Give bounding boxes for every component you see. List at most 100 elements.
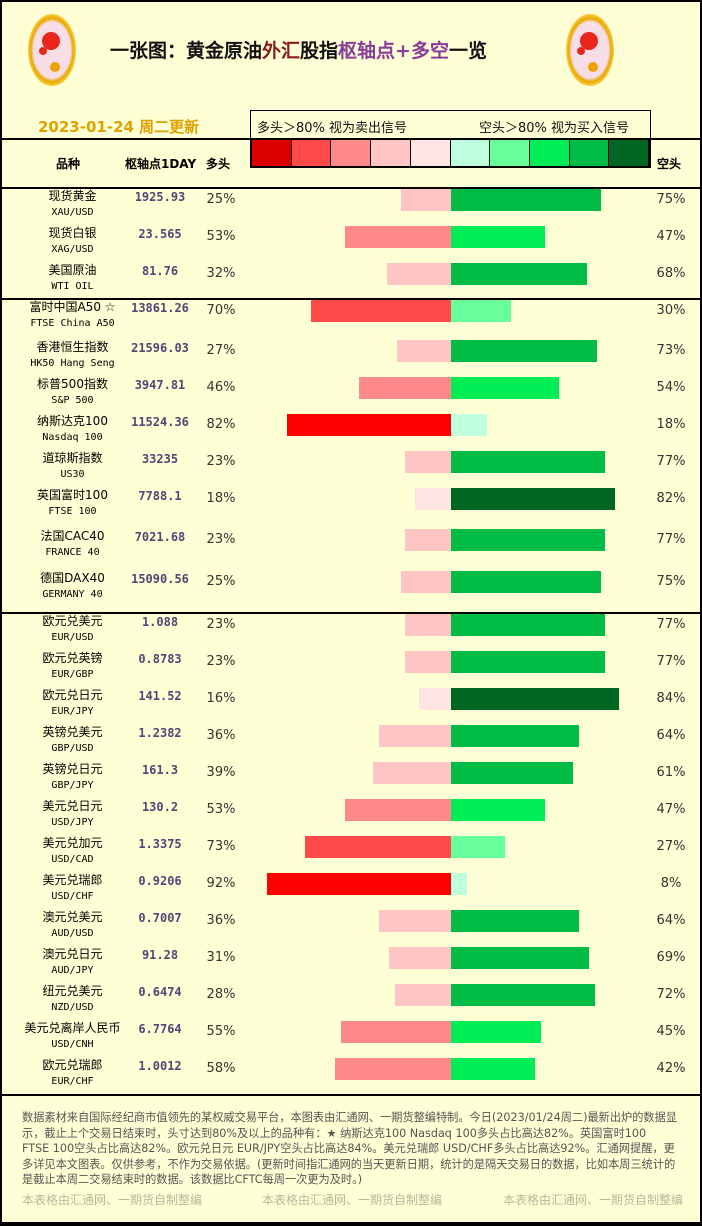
short-bar bbox=[451, 873, 467, 895]
logo-left bbox=[28, 14, 76, 86]
instrument-name: 欧元兑英镑 bbox=[42, 651, 103, 665]
short-percent: 64% bbox=[656, 913, 686, 928]
table-row: 德国DAX40 GERMANY 40 15090.56 25% 75% bbox=[0, 570, 702, 612]
short-bar bbox=[451, 488, 615, 510]
short-bar bbox=[451, 799, 545, 821]
table-row: 标普500指数 S&P 500 3947.81 46% 54% bbox=[0, 376, 702, 413]
header-name: 品种 bbox=[56, 157, 81, 171]
instrument-code: USD/CHF bbox=[51, 891, 94, 902]
short-percent: 8% bbox=[660, 876, 682, 891]
long-percent: 70% bbox=[206, 303, 236, 318]
short-percent: 68% bbox=[656, 266, 686, 281]
long-percent: 53% bbox=[206, 802, 236, 817]
long-bar bbox=[379, 910, 451, 932]
long-percent: 73% bbox=[206, 839, 236, 854]
pivot-value: 6.7764 bbox=[138, 1022, 182, 1036]
long-bar bbox=[389, 947, 451, 969]
short-bar bbox=[451, 762, 573, 784]
pivot-value: 7021.68 bbox=[134, 530, 186, 544]
pivot-value: 161.3 bbox=[141, 763, 179, 777]
table-row: 澳元兑日元 AUD/JPY 91.28 31% 69% bbox=[0, 946, 702, 983]
long-percent: 36% bbox=[206, 728, 236, 743]
color-scale bbox=[250, 138, 651, 168]
long-percent: 39% bbox=[206, 765, 236, 780]
title-part: 一张图：黄金原油 bbox=[110, 40, 263, 62]
long-percent: 55% bbox=[206, 1024, 236, 1039]
pivot-value: 0.9206 bbox=[138, 874, 182, 888]
long-bar bbox=[267, 873, 451, 895]
watermark: 本表格由汇通网、一期货自制整编 bbox=[262, 1193, 443, 1207]
legend-right: 空头＞80% 视为买入信号 bbox=[479, 121, 630, 136]
long-bar bbox=[405, 651, 451, 673]
long-percent: 53% bbox=[206, 229, 236, 244]
instrument-code: HK50 Hang Seng bbox=[30, 358, 115, 369]
table-row: 美元兑离岸人民币 USD/CNH 6.7764 55% 45% bbox=[0, 1020, 702, 1057]
group-divider bbox=[0, 298, 702, 300]
table-row: 纽元兑美元 NZD/USD 0.6474 28% 72% bbox=[0, 983, 702, 1020]
long-percent: 16% bbox=[206, 691, 236, 706]
pivot-value: 1.2382 bbox=[138, 726, 182, 740]
table-row: 美元兑瑞郎 USD/CHF 0.9206 92% 8% bbox=[0, 872, 702, 909]
short-bar bbox=[451, 614, 605, 636]
table-row: 欧元兑美元 EUR/USD 1.088 23% 77% bbox=[0, 613, 702, 650]
pivot-value: 1.0012 bbox=[138, 1059, 182, 1073]
long-percent: 23% bbox=[206, 654, 236, 669]
instrument-code: GBP/USD bbox=[51, 743, 94, 754]
instrument-code: GERMANY 40 bbox=[42, 589, 103, 600]
short-bar bbox=[451, 529, 605, 551]
instrument-code: EUR/USD bbox=[51, 632, 94, 643]
long-bar bbox=[405, 451, 451, 473]
pivot-value: 81.76 bbox=[141, 264, 179, 278]
group-divider bbox=[0, 612, 702, 614]
instrument-code: Nasdaq 100 bbox=[42, 432, 103, 443]
short-percent: 72% bbox=[656, 987, 686, 1002]
instrument-code: S&P 500 bbox=[51, 395, 94, 406]
long-bar bbox=[401, 571, 451, 593]
short-percent: 27% bbox=[656, 839, 686, 854]
long-bar bbox=[345, 226, 451, 248]
instrument-name: 美元兑日元 bbox=[42, 799, 103, 813]
instrument-code: USD/JPY bbox=[51, 817, 94, 828]
long-percent: 82% bbox=[206, 417, 236, 432]
instrument-name: 澳元兑美元 bbox=[42, 910, 103, 924]
short-percent: 61% bbox=[656, 765, 686, 780]
long-percent: 92% bbox=[206, 876, 236, 891]
pivot-value: 130.2 bbox=[141, 800, 179, 814]
short-percent: 54% bbox=[656, 380, 686, 395]
instrument-name: 富时中国A50 ☆ bbox=[29, 300, 116, 314]
long-bar bbox=[397, 340, 451, 362]
swatch bbox=[410, 140, 451, 166]
table-row: 道琼斯指数 US30 33235 23% 77% bbox=[0, 450, 702, 487]
swatch bbox=[371, 140, 411, 166]
pivot-value: 1.088 bbox=[141, 615, 179, 629]
instrument-code: FTSE China A50 bbox=[30, 318, 115, 329]
instrument-code: EUR/GBP bbox=[51, 669, 94, 680]
long-percent: 31% bbox=[206, 950, 236, 965]
instrument-code: GBP/JPY bbox=[51, 780, 94, 791]
long-percent: 25% bbox=[206, 574, 236, 589]
update-date: 2023-01-24 周二更新 bbox=[38, 118, 200, 136]
instrument-code: NZD/USD bbox=[51, 1002, 94, 1013]
short-bar bbox=[451, 651, 605, 673]
instrument-name: 现货黄金 bbox=[48, 189, 97, 203]
short-bar bbox=[451, 1021, 541, 1043]
instrument-code: EUR/JPY bbox=[51, 706, 94, 717]
short-percent: 30% bbox=[656, 303, 686, 318]
table-row: 美国原油 WTI OIL 81.76 32% 68% bbox=[0, 262, 702, 299]
instrument-code: WTI OIL bbox=[51, 281, 94, 292]
instrument-code: FRANCE 40 bbox=[45, 547, 100, 558]
instrument-code: XAU/USD bbox=[51, 207, 94, 218]
long-bar bbox=[395, 984, 451, 1006]
instrument-code: FTSE 100 bbox=[48, 506, 97, 517]
instrument-name: 美元兑瑞郎 bbox=[42, 873, 103, 887]
pivot-value: 13861.26 bbox=[131, 301, 189, 315]
swatch bbox=[291, 140, 332, 166]
swatch bbox=[490, 140, 530, 166]
short-percent: 69% bbox=[656, 950, 686, 965]
long-percent: 25% bbox=[206, 192, 236, 207]
long-bar bbox=[311, 300, 451, 322]
header-short: 空头 bbox=[657, 157, 682, 171]
short-bar bbox=[451, 340, 597, 362]
long-bar bbox=[379, 725, 451, 747]
pivot-value: 3947.81 bbox=[134, 378, 186, 392]
